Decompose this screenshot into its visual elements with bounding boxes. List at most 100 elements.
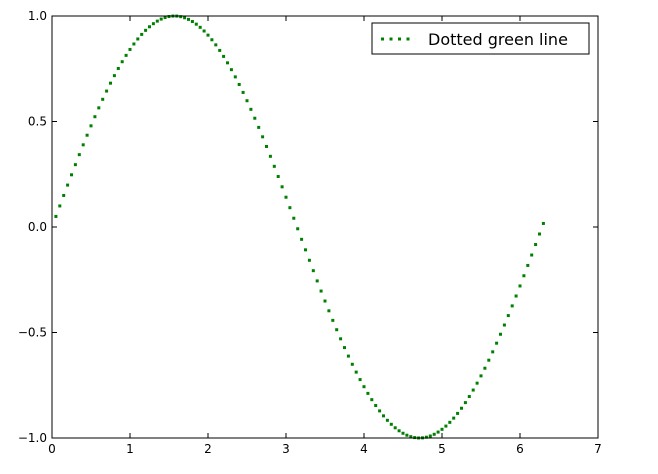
data-point [300, 237, 304, 241]
data-point [471, 388, 475, 392]
data-point [440, 427, 444, 431]
data-point [428, 434, 432, 438]
data-point [374, 404, 378, 407]
data-point [382, 414, 385, 418]
data-point [339, 337, 343, 341]
data-point [233, 75, 237, 79]
data-point [66, 183, 70, 187]
data-point [187, 17, 190, 21]
data-point [463, 401, 467, 405]
data-point [136, 37, 140, 41]
data-point [475, 381, 479, 385]
data-point [155, 19, 159, 23]
data-point [253, 116, 257, 120]
data-point [128, 47, 132, 51]
data-point [331, 318, 335, 322]
data-point [432, 432, 436, 436]
data-point [502, 323, 506, 327]
y-tick-label: 1.0 [28, 9, 47, 23]
data-point [144, 28, 148, 32]
data-point [198, 25, 202, 29]
data-point [346, 354, 350, 358]
data-point [424, 435, 428, 439]
data-point [159, 17, 163, 21]
plot-area [52, 16, 598, 438]
data-point [81, 143, 85, 147]
data-point [222, 54, 226, 58]
data-point [510, 304, 514, 308]
data-point [366, 391, 370, 395]
data-point [288, 206, 292, 210]
data-point [105, 89, 109, 93]
data-point [151, 22, 155, 26]
data-point [116, 66, 120, 70]
data-point [268, 154, 272, 158]
data-point [483, 366, 487, 370]
data-point [327, 309, 331, 313]
data-point [109, 81, 112, 85]
legend-label: Dotted green line [428, 30, 568, 49]
data-point [460, 406, 463, 410]
data-point [378, 409, 382, 413]
data-point [202, 29, 206, 33]
data-point [190, 20, 194, 24]
x-tick-label: 7 [594, 442, 602, 456]
data-point [370, 398, 374, 402]
data-point [409, 435, 413, 439]
data-point [335, 328, 339, 332]
data-point [70, 173, 73, 177]
data-point [315, 279, 319, 283]
y-tick-label: −0.5 [18, 326, 47, 340]
data-point [229, 68, 233, 72]
data-point [467, 395, 471, 399]
data-point [354, 370, 358, 374]
y-tick-label: 0.5 [28, 115, 47, 129]
data-point [311, 269, 315, 273]
data-point [405, 433, 409, 437]
data-point [389, 422, 393, 426]
data-point [541, 221, 545, 225]
data-point [323, 299, 327, 303]
legend: Dotted green line [371, 22, 590, 55]
data-point [101, 97, 105, 101]
data-point [77, 153, 81, 157]
data-point [444, 424, 448, 428]
data-point [526, 263, 530, 267]
data-point [436, 430, 440, 434]
data-point [85, 133, 89, 137]
data-point [194, 22, 198, 26]
x-tick-labels: 0 1 2 3 4 5 6 7 [48, 442, 602, 456]
data-point [132, 42, 136, 46]
data-point [350, 362, 354, 366]
data-point [245, 99, 249, 103]
data-point [54, 214, 58, 218]
data-point [304, 248, 307, 252]
data-point [112, 74, 116, 78]
x-tick-label: 2 [204, 442, 212, 456]
data-point [237, 82, 241, 86]
data-point [538, 232, 541, 236]
data-point [518, 284, 522, 288]
data-point [362, 385, 366, 389]
data-point [393, 426, 397, 430]
data-point [210, 38, 214, 42]
data-point [456, 411, 460, 415]
data-point [401, 431, 405, 435]
data-point [261, 135, 265, 139]
data-point [358, 378, 362, 382]
data-point [179, 15, 183, 19]
data-point [265, 144, 268, 148]
data-point [448, 420, 452, 424]
data-point [499, 332, 502, 336]
data-point [319, 289, 323, 293]
data-point [249, 107, 253, 111]
data-point [307, 258, 311, 262]
x-tick-label: 0 [48, 442, 56, 456]
data-point [534, 243, 538, 247]
x-tick-label: 5 [438, 442, 446, 456]
y-tick-labels: 1.0 0.5 0.0 −0.5 −1.0 [18, 9, 47, 445]
data-point [73, 163, 77, 167]
x-tick-label: 3 [282, 442, 290, 456]
data-point [89, 124, 93, 128]
data-point [163, 16, 167, 20]
